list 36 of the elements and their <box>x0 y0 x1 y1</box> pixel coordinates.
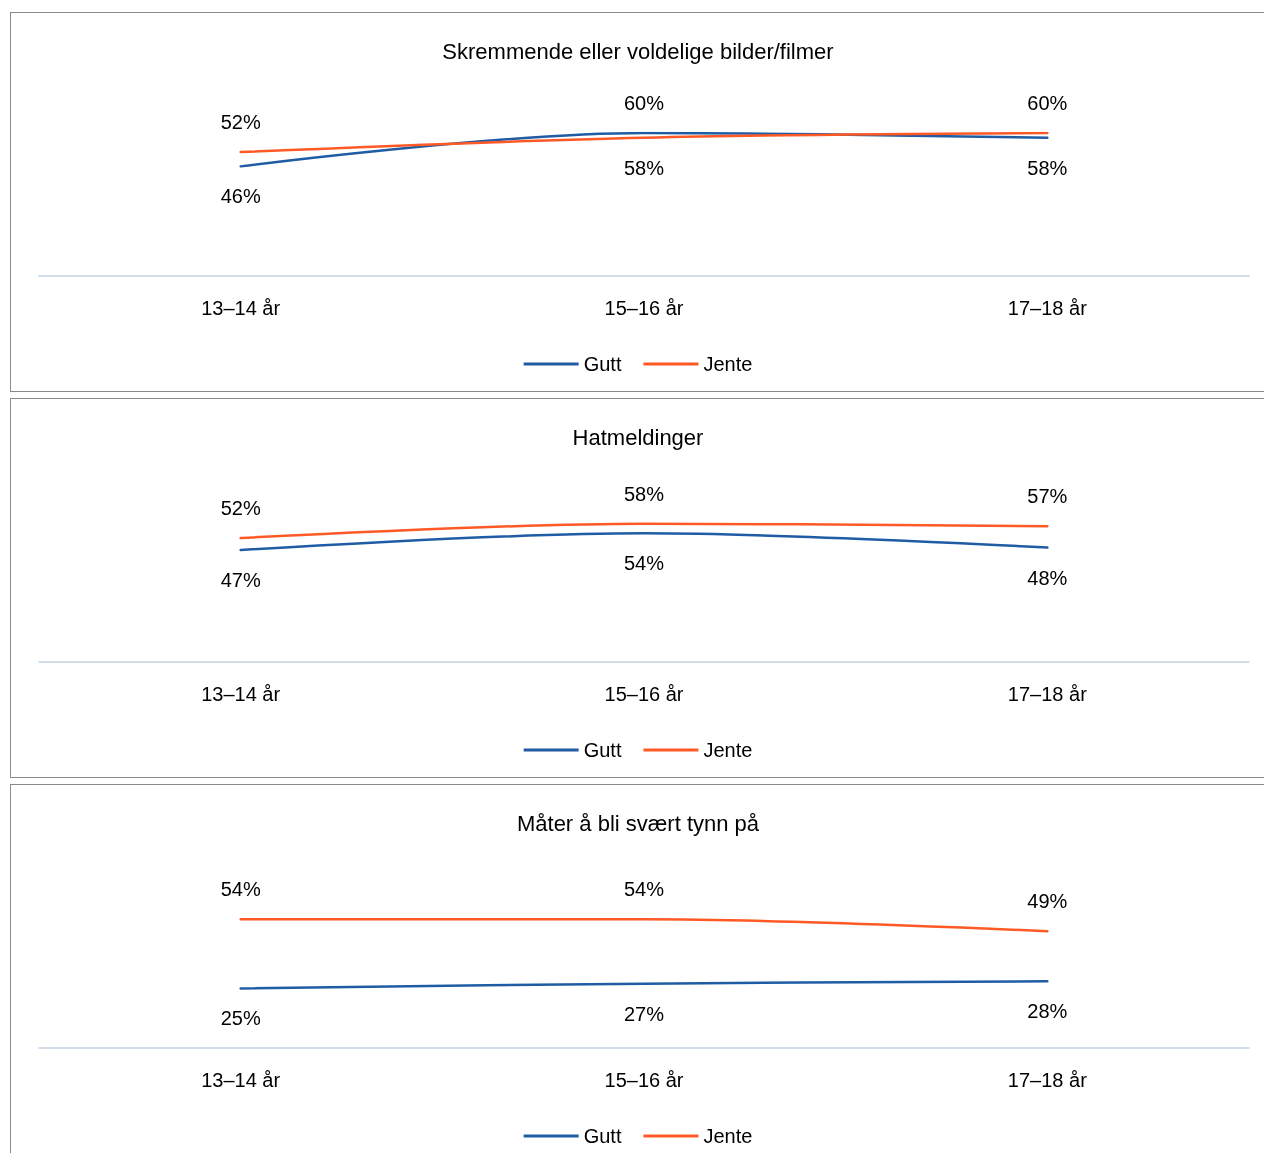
x-tick-label: 13–14 år <box>201 297 281 319</box>
legend-label: Gutt <box>583 353 622 375</box>
data-label: 57% <box>1027 485 1068 508</box>
x-tick-label: 15–16 år <box>604 683 684 705</box>
data-label: 58% <box>623 156 665 179</box>
legend-label: Jente <box>703 1125 753 1147</box>
data-label: 52% <box>220 497 261 520</box>
data-label: 27% <box>623 1002 665 1025</box>
data-label: 48% <box>1027 566 1068 589</box>
x-tick-label: 13–14 år <box>201 683 281 705</box>
chart-title: Skremmende eller voldelige bilder/filmer <box>442 38 834 64</box>
data-label: 47% <box>220 568 261 591</box>
data-label: 54% <box>623 878 665 901</box>
data-label: 49% <box>1027 890 1068 913</box>
x-tick-label: 17–18 år <box>1007 297 1088 319</box>
x-tick-label: 17–18 år <box>1007 683 1088 705</box>
data-label: 46% <box>220 185 261 208</box>
legend-label: Gutt <box>583 1125 622 1147</box>
legend-label: Jente <box>703 739 753 761</box>
legend-label: Jente <box>703 353 753 375</box>
data-label: 60% <box>623 92 665 114</box>
data-label: 52% <box>220 111 261 134</box>
chart-title: Måter å bli svært tynn på <box>516 810 760 836</box>
x-tick-label: 13–14 år <box>201 1069 281 1091</box>
x-tick-label: 17–18 år <box>1007 1069 1088 1091</box>
data-label: 54% <box>220 878 261 901</box>
data-label: 54% <box>623 552 665 575</box>
x-tick-label: 15–16 år <box>604 297 684 319</box>
data-label: 58% <box>623 482 665 505</box>
data-label: 25% <box>220 1007 261 1030</box>
chart-title: Hatmeldinger <box>572 424 704 450</box>
legend-label: Gutt <box>583 739 622 761</box>
data-label: 28% <box>1027 1000 1068 1023</box>
data-label: 58% <box>1027 156 1068 179</box>
data-label: 60% <box>1027 92 1068 114</box>
x-tick-label: 15–16 år <box>604 1069 684 1091</box>
